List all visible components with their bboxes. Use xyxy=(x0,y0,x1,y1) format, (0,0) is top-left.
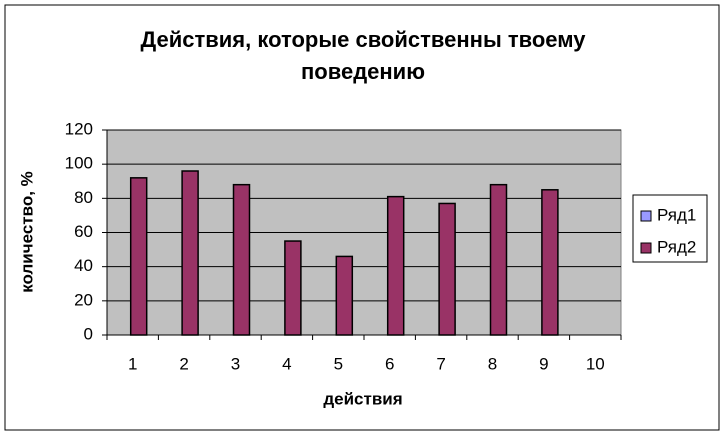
y-tick-label: 100 xyxy=(65,154,93,173)
x-tick-label: 10 xyxy=(586,354,605,373)
y-tick-label: 40 xyxy=(74,256,93,275)
chart-title: Действия, которые свойственны твоему пов… xyxy=(140,27,586,84)
x-tick-label: 7 xyxy=(436,354,445,373)
bar xyxy=(541,189,559,336)
bar xyxy=(232,183,251,336)
y-tick-label: 80 xyxy=(74,188,93,207)
legend-label: Ряд2 xyxy=(657,237,696,256)
legend-swatch xyxy=(640,210,652,222)
x-tick-label: 6 xyxy=(385,354,394,373)
bar xyxy=(438,202,456,336)
bar xyxy=(386,195,405,336)
x-axis-title: действия xyxy=(323,389,402,408)
y-tick-label: 60 xyxy=(74,222,93,241)
y-tick-label: 120 xyxy=(65,119,93,138)
y-tick-label: 20 xyxy=(74,290,93,309)
bar xyxy=(129,177,148,336)
x-tick-label: 4 xyxy=(282,354,291,373)
bar xyxy=(284,240,302,336)
bar xyxy=(335,255,354,336)
y-axis-title: количество, % xyxy=(17,171,36,293)
x-tick-label: 5 xyxy=(334,354,343,373)
bar xyxy=(489,183,508,336)
x-tick-label: 9 xyxy=(539,354,548,373)
y-tick-label: 0 xyxy=(84,324,93,343)
bar xyxy=(181,170,199,336)
x-tick-label: 3 xyxy=(231,354,240,373)
x-tick-label: 2 xyxy=(179,354,188,373)
x-tick-label: 8 xyxy=(488,354,497,373)
legend-label: Ряд1 xyxy=(657,205,696,224)
legend-swatch xyxy=(640,242,652,254)
x-tick-label: 1 xyxy=(128,354,137,373)
